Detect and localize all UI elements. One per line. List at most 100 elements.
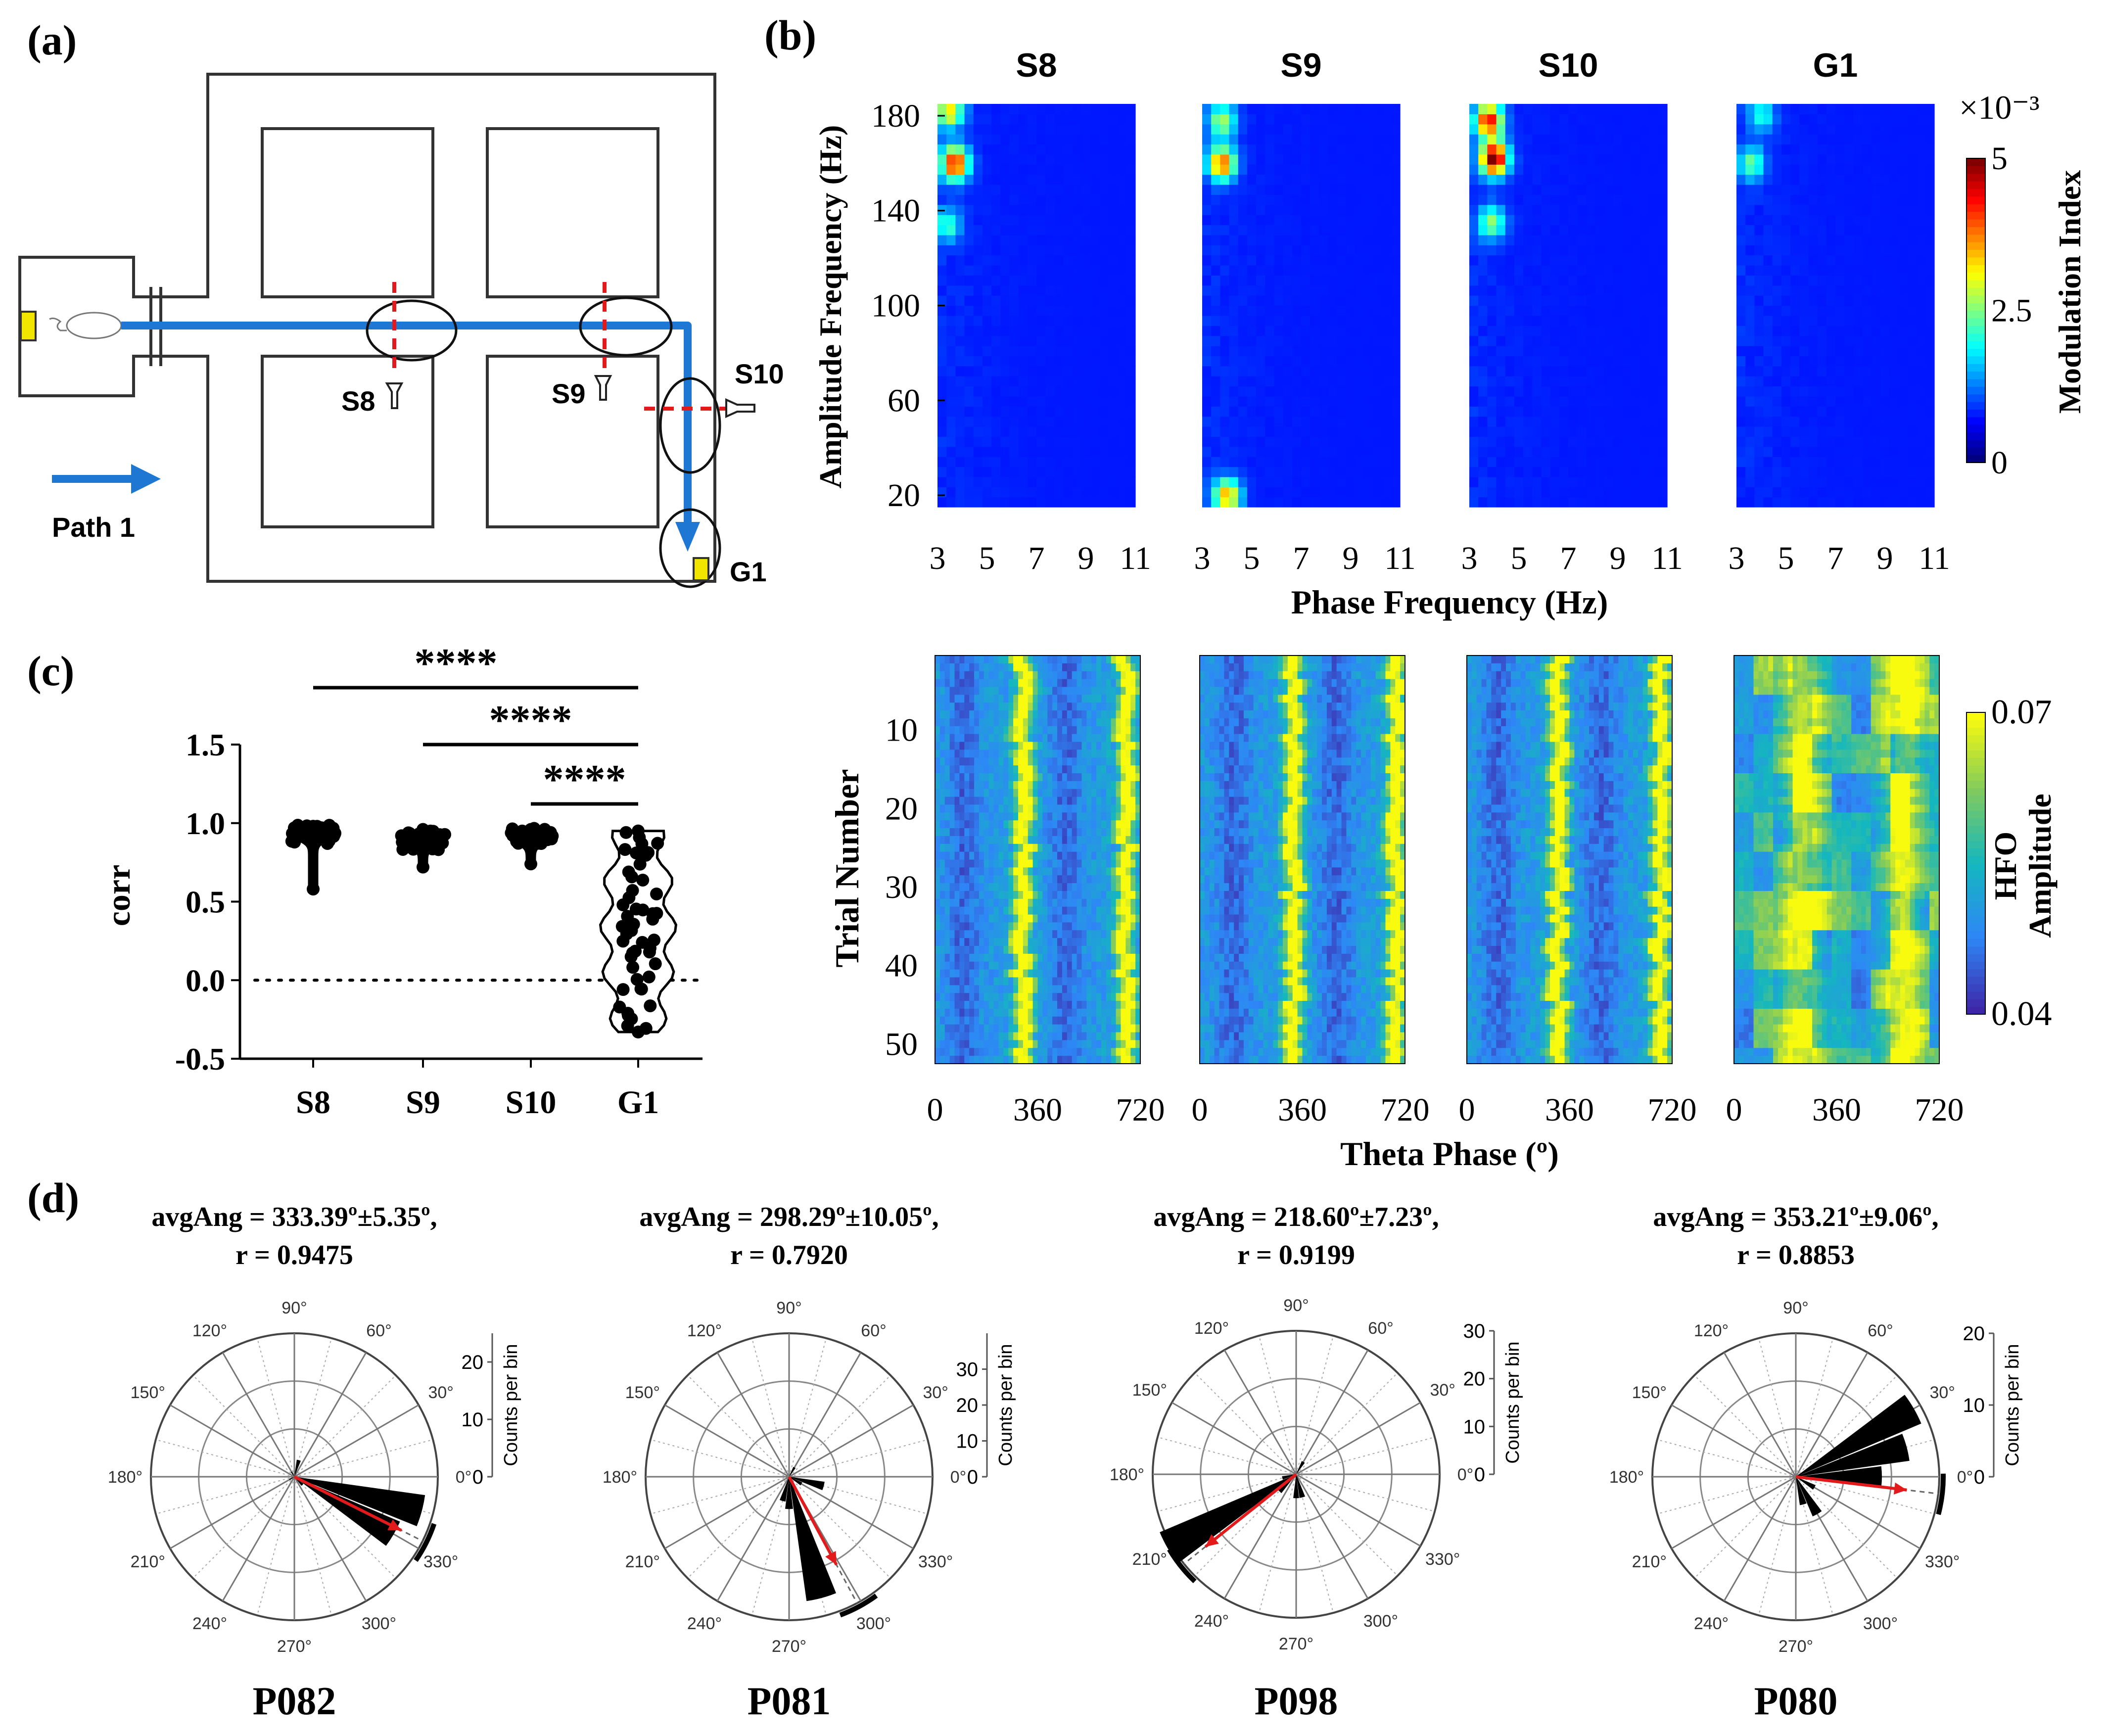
mi-cell: [1781, 326, 1791, 336]
mi-cell: [1586, 386, 1595, 397]
mi-cell: [1000, 346, 1010, 356]
hfo-cell: [959, 742, 964, 750]
mi-cell: [1283, 185, 1293, 195]
mi-cell: [1009, 336, 1019, 346]
hfo-cell: [1028, 1025, 1033, 1032]
mi-cell: [1064, 194, 1073, 205]
mi-cell: [937, 457, 947, 467]
mi-cell: [1000, 447, 1010, 457]
mi-cell: [1514, 134, 1524, 144]
hfo-cell: [984, 875, 989, 883]
mi-cell: [1889, 185, 1899, 195]
hfo-cell: [1047, 718, 1052, 726]
mi-cell: [1118, 114, 1127, 124]
mi-cell: [1247, 336, 1257, 346]
mi-cell: [1577, 124, 1587, 135]
hfo-cell: [1047, 1001, 1052, 1009]
mi-cell: [1568, 487, 1578, 497]
mi-cell: [1764, 376, 1773, 386]
mi-cell: [1863, 376, 1872, 386]
mi-cell: [1337, 356, 1347, 366]
mi-cell: [1550, 255, 1560, 266]
mi-cell: [1889, 467, 1899, 477]
hfo-cell: [1028, 954, 1033, 962]
mi-cell: [1790, 396, 1800, 407]
mi-cell: [1541, 467, 1550, 477]
mi-cell: [1028, 376, 1037, 386]
mi-cell: [974, 336, 983, 346]
mi-cell: [1328, 285, 1338, 296]
mi-cell: [1505, 417, 1515, 427]
hfo-cell: [1018, 985, 1023, 993]
hfo-cell: [974, 750, 979, 757]
hfo-cell: [1052, 789, 1057, 797]
mi-cell: [1568, 306, 1578, 316]
hfo-cell: [1013, 726, 1018, 734]
mi-cell: [983, 134, 992, 144]
mi-cell: [1028, 366, 1037, 376]
hfo-cell: [1028, 1040, 1033, 1048]
mi-cell: [1469, 114, 1479, 124]
mi-cell: [1658, 154, 1668, 165]
hfo-cell: [974, 828, 979, 836]
mi-cell: [946, 316, 956, 326]
hfo-cell: [984, 757, 989, 765]
mi-cell: [1478, 185, 1488, 195]
mi-cell: [1872, 426, 1881, 437]
hfo-cell: [979, 867, 984, 875]
mi-cell: [1898, 426, 1908, 437]
hfo-cell: [989, 1001, 994, 1009]
mi-cell: [1613, 346, 1623, 356]
mi-cell: [1054, 326, 1064, 336]
hfo-cell: [945, 671, 950, 679]
mi-cell: [937, 326, 947, 336]
hfo-cell: [935, 844, 940, 852]
mi-cell: [1844, 386, 1854, 397]
hfo-cell: [940, 891, 945, 899]
mi-cell: [1283, 306, 1293, 316]
mi-cell: [1532, 477, 1542, 487]
hfo-cell: [950, 781, 955, 789]
mi-cell: [1054, 406, 1064, 417]
mi-cell: [1202, 235, 1212, 245]
hfo-cell: [945, 1056, 950, 1064]
mi-cell: [1328, 215, 1338, 225]
mi-cell: [1274, 457, 1283, 467]
hfo-cell: [998, 1056, 1003, 1064]
hfo-cell: [940, 742, 945, 750]
mi-cell: [1880, 144, 1890, 155]
mi-cell: [1863, 366, 1872, 376]
hfo-cell: [935, 726, 940, 734]
hfo-cell: [979, 930, 984, 938]
mi-cell: [1283, 386, 1293, 397]
hfo-cell: [989, 663, 994, 671]
mi-cell: [1391, 205, 1401, 215]
mi-cell: [1382, 396, 1392, 407]
mi-cell: [1382, 295, 1392, 306]
hfo-cell: [945, 993, 950, 1001]
mi-cell: [1064, 366, 1073, 376]
hfo-cell: [1028, 875, 1033, 883]
mi-cell: [1238, 175, 1248, 185]
mi-cell: [1745, 114, 1755, 124]
hfo-cell: [969, 899, 974, 907]
mi-cell: [1118, 265, 1127, 276]
mi-cell: [1622, 457, 1632, 467]
hfo-cell: [1047, 860, 1052, 868]
mi-cell: [1613, 245, 1623, 255]
hfo-cell: [1033, 687, 1038, 695]
mi-cell: [1364, 175, 1373, 185]
mi-cell: [1337, 255, 1347, 266]
hfo-cell: [1018, 820, 1023, 828]
mi-cell: [1265, 457, 1274, 467]
hfo-cell: [1003, 875, 1008, 883]
hfo-cell: [935, 852, 940, 860]
mi-cell: [1872, 185, 1881, 195]
hfo-cell: [989, 1056, 994, 1064]
mi-cell: [1045, 326, 1055, 336]
hfo-cell: [1013, 970, 1018, 978]
mi-cell: [1019, 447, 1028, 457]
mi-cell: [1907, 366, 1917, 376]
mi-cell: [1826, 215, 1836, 225]
mi-cell: [1229, 104, 1239, 114]
